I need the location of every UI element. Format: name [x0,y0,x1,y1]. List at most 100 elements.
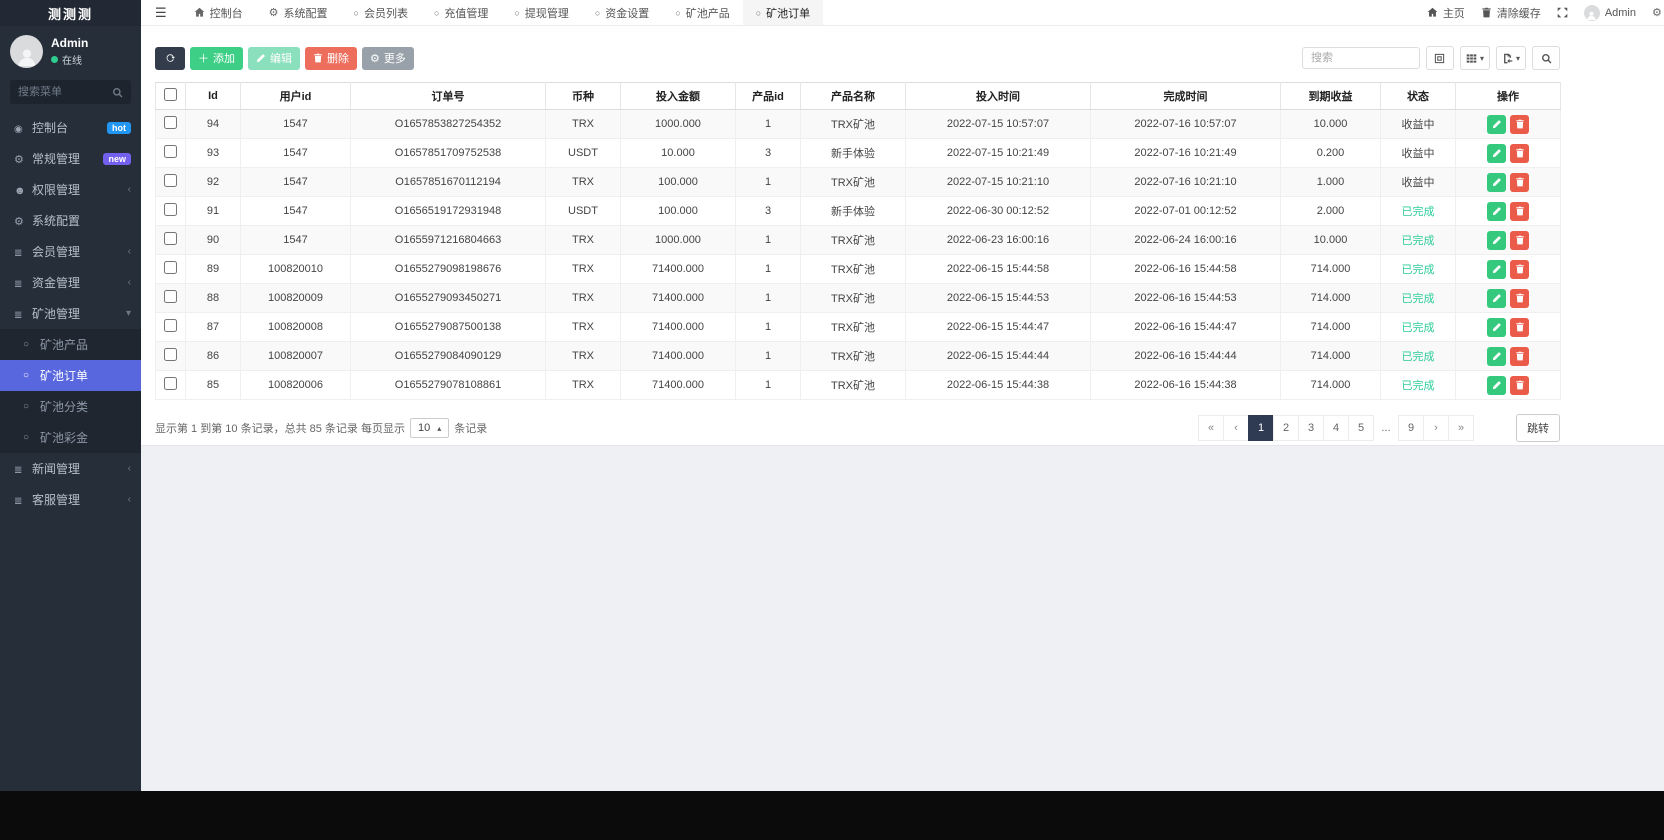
menu-search-input[interactable] [18,86,112,98]
hamburger-icon[interactable]: ☰ [155,4,167,20]
sidebar-subitem-矿池订单[interactable]: ○ 矿池订单 [0,360,141,391]
page-1[interactable]: 1 [1248,415,1274,441]
tab-控制台[interactable]: 控制台 [181,0,256,25]
row-edit-button[interactable] [1487,230,1506,250]
column-header-Id[interactable]: Id [185,82,241,110]
tab-矿池产品[interactable]: ○ 矿池产品 [662,0,742,25]
columns-button[interactable]: ▾ [1459,46,1490,70]
column-header-完成时间[interactable]: 完成时间 [1090,82,1281,110]
export-button[interactable]: ▾ [1495,46,1526,70]
clear-cache-link[interactable]: 清除缓存 [1481,5,1541,21]
page-3[interactable]: 3 [1298,415,1324,441]
column-header-操作[interactable]: 操作 [1455,82,1561,110]
row-checkbox[interactable] [164,145,177,158]
tab-充值管理[interactable]: ○ 充值管理 [421,0,501,25]
row-delete-button[interactable] [1510,143,1529,163]
sidebar-subitem-矿池分类[interactable]: ○ 矿池分类 [0,391,141,422]
column-header-币种[interactable]: 币种 [545,82,621,110]
row-checkbox[interactable] [164,348,177,361]
settings-gear-icon[interactable]: ⚙ [1652,7,1662,19]
cell-product-id: 1 [735,167,801,197]
column-header-状态[interactable]: 状态 [1380,82,1456,110]
row-delete-button[interactable] [1510,288,1529,308]
per-page-select[interactable]: 10 ▴ [409,418,450,438]
refresh-button[interactable] [155,46,185,70]
avatar[interactable] [10,35,43,68]
sidebar-item-资金管理[interactable]: ≣ 资金管理 ‹ [0,267,141,298]
row-edit-button[interactable] [1487,201,1506,221]
page-5[interactable]: 5 [1348,415,1374,441]
row-checkbox[interactable] [164,319,177,332]
home-link[interactable]: 主页 [1427,5,1465,21]
delete-button[interactable]: 删除 [305,46,357,70]
sidebar-item-系统配置[interactable]: ⚙ 系统配置 [0,205,141,236]
fullscreen-button[interactable] [1557,7,1568,18]
row-edit-button[interactable] [1487,259,1506,279]
row-edit-button[interactable] [1487,346,1506,366]
row-delete-button[interactable] [1510,317,1529,337]
tab-提现管理[interactable]: ○ 提现管理 [501,0,581,25]
tab-矿池订单[interactable]: ○ 矿池订单 [742,0,824,25]
table-row: 85 100820006 O1655279078108861 TRX 71400.000… [155,370,1561,400]
page-arrow-‹[interactable]: ‹ [1223,415,1249,441]
row-checkbox[interactable] [164,261,177,274]
row-checkbox[interactable] [164,232,177,245]
page-arrow-›[interactable]: › [1423,415,1449,441]
row-delete-button[interactable] [1510,346,1529,366]
search-button[interactable] [1532,46,1560,70]
sidebar-subitem-矿池彩金[interactable]: ○ 矿池彩金 [0,422,141,453]
page-arrow-»[interactable]: » [1448,415,1474,441]
sidebar-item-新闻管理[interactable]: ≣ 新闻管理 ‹ [0,453,141,484]
column-header-产品名称[interactable]: 产品名称 [800,82,906,110]
home-icon [194,7,205,18]
row-edit-button[interactable] [1487,172,1506,192]
row-delete-button[interactable] [1510,172,1529,192]
tab-资金设置[interactable]: ○ 资金设置 [582,0,662,25]
sidebar-item-常规管理[interactable]: ⚙ 常规管理 new [0,143,141,174]
column-header-投入时间[interactable]: 投入时间 [905,82,1091,110]
row-checkbox[interactable] [164,290,177,303]
row-edit-button[interactable] [1487,288,1506,308]
sidebar-item-控制台[interactable]: ◉ 控制台 hot [0,112,141,143]
row-checkbox[interactable] [164,203,177,216]
column-header-产品id[interactable]: 产品id [735,82,801,110]
row-edit-button[interactable] [1487,143,1506,163]
row-checkbox[interactable] [164,116,177,129]
column-header-订单号[interactable]: 订单号 [350,82,546,110]
menu-search[interactable] [10,80,131,104]
more-button[interactable]: ⚙ 更多 [362,46,414,70]
row-delete-button[interactable] [1510,230,1529,250]
column-header-投入金额[interactable]: 投入金额 [620,82,736,110]
cell-coin: TRX [545,341,621,371]
page-4[interactable]: 4 [1323,415,1349,441]
column-header-用户id[interactable]: 用户id [240,82,351,110]
cell-id: 87 [185,312,241,342]
row-edit-button[interactable] [1487,317,1506,337]
row-delete-button[interactable] [1510,114,1529,134]
jump-button[interactable]: 跳转 [1516,414,1560,442]
row-edit-button[interactable] [1487,114,1506,134]
sidebar-item-权限管理[interactable]: ☻ 权限管理 ‹ [0,174,141,205]
row-edit-button[interactable] [1487,375,1506,395]
row-checkbox[interactable] [164,377,177,390]
add-button[interactable]: ＋添加 [190,46,243,70]
card-view-button[interactable] [1425,46,1454,70]
select-all-checkbox[interactable] [164,88,177,101]
row-checkbox[interactable] [164,174,177,187]
sidebar-item-客服管理[interactable]: ≣ 客服管理 ‹ [0,484,141,515]
page-2[interactable]: 2 [1273,415,1299,441]
sidebar-item-矿池管理[interactable]: ≣ 矿池管理 ▾ [0,298,141,329]
tab-系统配置[interactable]: ⚙ 系统配置 [256,0,341,25]
row-delete-button[interactable] [1510,201,1529,221]
sidebar-item-会员管理[interactable]: ≣ 会员管理 ‹ [0,236,141,267]
page-9[interactable]: 9 [1398,415,1424,441]
row-delete-button[interactable] [1510,375,1529,395]
sidebar-subitem-矿池产品[interactable]: ○ 矿池产品 [0,329,141,360]
table-search-input[interactable] [1301,47,1420,69]
page-arrow-«[interactable]: « [1198,415,1224,441]
column-header-到期收益[interactable]: 到期收益 [1280,82,1381,110]
edit-button[interactable]: 编辑 [248,46,300,70]
user-menu[interactable]: Admin [1583,4,1636,21]
row-delete-button[interactable] [1510,259,1529,279]
tab-会员列表[interactable]: ○ 会员列表 [341,0,421,25]
